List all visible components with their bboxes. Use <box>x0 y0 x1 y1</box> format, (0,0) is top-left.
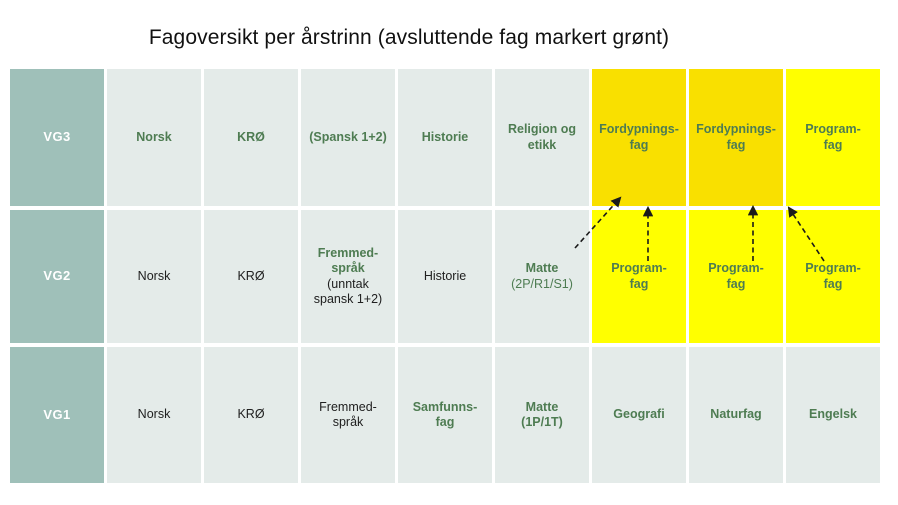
cell-vg2-4: Historie <box>398 210 492 343</box>
cell-text: (1P/1T) <box>521 415 563 429</box>
cell-text: Matte <box>525 399 559 414</box>
cell-vg3-1: Norsk <box>107 69 201 206</box>
page-title: Fagoversikt per årstrinn (avsluttende fa… <box>148 26 670 49</box>
row-label-vg3: VG3 <box>10 69 104 206</box>
cell-text: fag <box>726 137 746 152</box>
cell-text: Engelsk <box>809 407 857 422</box>
cell-text: Samfunns- <box>412 399 478 414</box>
cell-vg1-4: Samfunns-fag <box>398 347 492 483</box>
cell-text: Program- <box>611 261 667 275</box>
cell-vg3-7: Fordypnings-fag <box>689 69 783 206</box>
cell-vg3-5: Religion og etikk <box>495 69 589 206</box>
cell-text: Historie <box>421 129 469 144</box>
cell-text: språk <box>331 261 365 275</box>
cell-text: (2P/R1/S1) <box>511 276 573 291</box>
cell-vg3-3: (Spansk 1+2) <box>301 69 395 206</box>
cell-vg1-6: Geografi <box>592 347 686 483</box>
cell-vg2-3: Fremmed-språk (unntak spansk 1+2) <box>301 210 395 343</box>
cell-text: Program- <box>805 261 861 275</box>
subject-overview-table: VG3 Norsk KRØ (Spansk 1+2) Historie Religion … <box>10 69 880 483</box>
cell-text: KRØ <box>237 129 265 144</box>
row-label-vg1: VG1 <box>10 347 104 483</box>
cell-vg1-7: Naturfag <box>689 347 783 483</box>
cell-vg1-8: Engelsk <box>786 347 880 483</box>
cell-text: fag <box>823 137 843 152</box>
cell-vg3-2: KRØ <box>204 69 298 206</box>
cell-text: språk <box>332 415 364 429</box>
cell-text: Norsk <box>136 129 172 144</box>
cell-text: Program- <box>805 122 861 136</box>
cell-vg2-2: KRØ <box>204 210 298 343</box>
cell-text: etikk <box>527 137 557 152</box>
cell-text: (unntak <box>327 276 369 291</box>
cell-text: (Spansk 1+2) <box>309 129 387 144</box>
cell-text: Norsk <box>137 407 171 422</box>
cell-text: Geografi <box>613 407 665 422</box>
cell-text: KRØ <box>237 407 265 422</box>
cell-text: Matte <box>525 261 559 275</box>
cell-text: Program- <box>708 261 764 275</box>
cell-vg1-2: KRØ <box>204 347 298 483</box>
cell-vg1-3: Fremmed-språk <box>301 347 395 483</box>
cell-text: Fordypnings- <box>599 122 679 136</box>
cell-vg3-6: Fordypnings-fag <box>592 69 686 206</box>
cell-vg2-7: Program-fag <box>689 210 783 343</box>
cell-text: spansk 1+2) <box>313 292 383 306</box>
cell-text: fag <box>726 276 746 291</box>
cell-vg2-1: Norsk <box>107 210 201 343</box>
cell-text: Fremmed- <box>319 399 377 414</box>
cell-text: Norsk <box>137 268 171 283</box>
cell-vg3-8: Program-fag <box>786 69 880 206</box>
cell-text: fag <box>435 415 455 429</box>
cell-vg2-6: Program-fag <box>592 210 686 343</box>
cell-vg2-8: Program-fag <box>786 210 880 343</box>
cell-text: Historie <box>423 268 467 283</box>
cell-text: Fordypnings- <box>696 122 776 136</box>
cell-text: Religion og <box>507 122 577 136</box>
cell-text: Naturfag <box>710 407 762 422</box>
cell-text: KRØ <box>237 268 265 283</box>
cell-vg1-1: Norsk <box>107 347 201 483</box>
cell-text: Fremmed- <box>317 245 379 260</box>
cell-vg3-4: Historie <box>398 69 492 206</box>
cell-text: fag <box>629 276 649 291</box>
row-label-vg2: VG2 <box>10 210 104 343</box>
cell-vg2-5: Matte (2P/R1/S1) <box>495 210 589 343</box>
cell-text: fag <box>823 276 843 291</box>
cell-text: fag <box>629 137 649 152</box>
cell-vg1-5: Matte (1P/1T) <box>495 347 589 483</box>
